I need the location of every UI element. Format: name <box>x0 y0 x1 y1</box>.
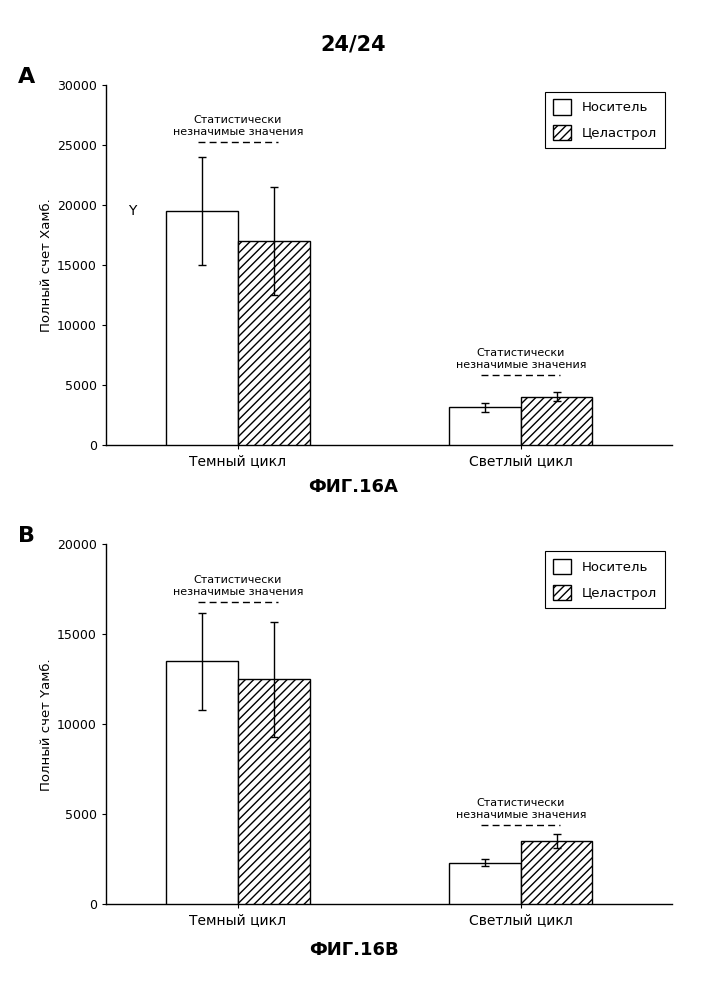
Y-axis label: Полный счет Хамб.: Полный счет Хамб. <box>40 198 53 332</box>
Text: ФИГ.16В: ФИГ.16В <box>309 941 398 959</box>
Text: Статистически
незначимые значения: Статистически незначимые значения <box>455 798 586 819</box>
Bar <box>521 397 592 445</box>
Legend: Носитель, Целастрол: Носитель, Целастрол <box>545 92 665 149</box>
Bar <box>449 408 521 445</box>
Text: Статистически
незначимые значения: Статистически незначимые значения <box>173 575 303 596</box>
Text: ФИГ.16А: ФИГ.16А <box>308 478 399 496</box>
Bar <box>238 241 310 445</box>
Y-axis label: Полный счет Yамб.: Полный счет Yамб. <box>40 658 53 790</box>
Bar <box>238 679 310 904</box>
Bar <box>449 863 521 904</box>
Text: Статистически
незначимые значения: Статистически незначимые значения <box>173 116 303 137</box>
Text: 24/24: 24/24 <box>321 35 386 55</box>
Text: A: A <box>18 67 35 87</box>
Text: B: B <box>18 526 35 546</box>
Text: Статистически
незначимые значения: Статистически незначимые значения <box>455 348 586 370</box>
Bar <box>166 661 238 904</box>
Text: Y: Y <box>128 204 136 218</box>
Bar <box>521 841 592 904</box>
Bar <box>166 211 238 445</box>
Legend: Носитель, Целастрол: Носитель, Целастрол <box>545 551 665 608</box>
